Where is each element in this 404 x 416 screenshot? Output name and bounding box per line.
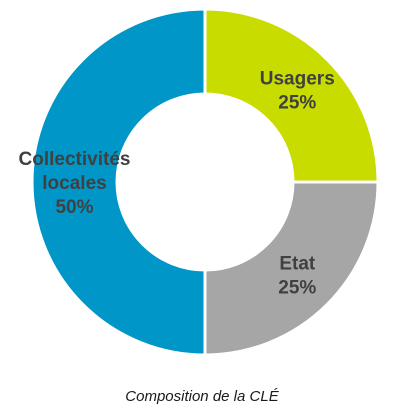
donut-chart: Usagers 25% Etat 25% Collectivités locales 50%: [19, 7, 380, 357]
slice-value-label: 50%: [55, 197, 93, 218]
slice-value-label: 25%: [278, 277, 316, 298]
slice-value-label: 25%: [278, 93, 316, 114]
slice-collectivit-s-locales: [30, 7, 207, 357]
slice-name-label: locales: [42, 173, 106, 194]
slice-usagers: [203, 7, 380, 184]
slice-etat: [203, 180, 380, 357]
chart-caption: Composition de la CLÉ: [125, 388, 279, 405]
slice-label-etat: Etat 25%: [278, 253, 316, 298]
slice-label-usagers: Usagers 25%: [260, 69, 335, 114]
slice-name-label: Usagers: [260, 69, 335, 90]
labels-layer: Usagers 25% Etat 25% Collectivités locales 50%: [19, 69, 335, 299]
slice-name-label: Collectivités: [19, 149, 131, 170]
slices-layer: [30, 7, 380, 357]
slice-label-collectivit-s-locales: Collectivités locales 50%: [19, 149, 131, 218]
slice-name-label: Etat: [279, 253, 316, 274]
